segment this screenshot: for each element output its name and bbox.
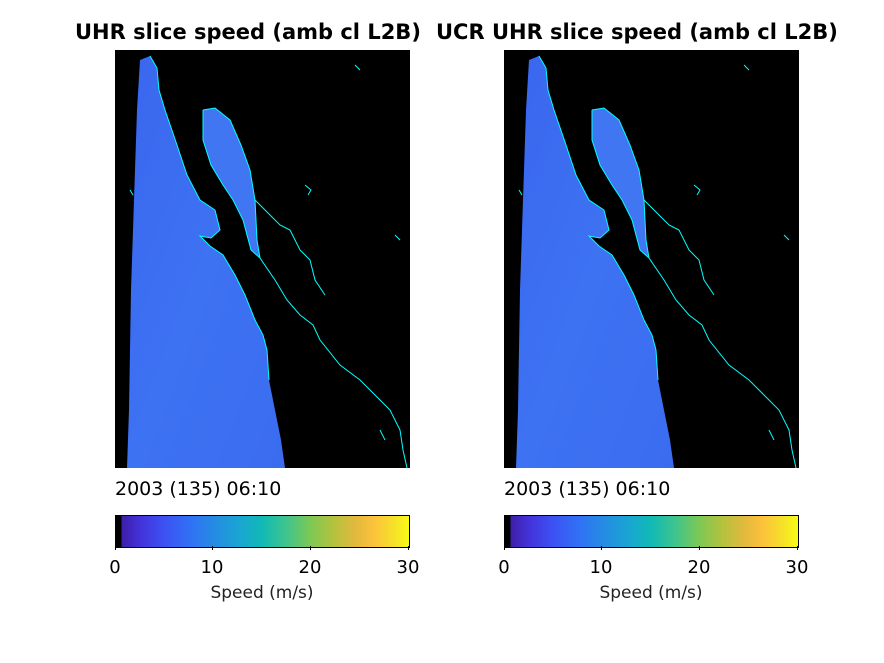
colorbar-tick bbox=[212, 546, 213, 550]
gulf-swath bbox=[203, 108, 260, 258]
ocean-swath bbox=[127, 56, 285, 468]
coastline bbox=[149, 55, 270, 381]
colorbar-tick-label: 20 bbox=[687, 557, 711, 578]
timestamp: 2003 (135) 06:10 bbox=[504, 478, 671, 500]
colorbar-tick bbox=[408, 546, 409, 550]
coastline bbox=[202, 107, 408, 468]
colorbar-tick bbox=[504, 546, 505, 550]
speed-map-image bbox=[504, 50, 799, 468]
colorbar-tick-label: 30 bbox=[396, 557, 420, 578]
colorbar-tick-label: 10 bbox=[589, 557, 613, 578]
colorbar-tick bbox=[699, 546, 700, 550]
timestamp: 2003 (135) 06:10 bbox=[115, 478, 282, 500]
colorbar-label: Speed (m/s) bbox=[599, 583, 703, 603]
colorbar-tick bbox=[115, 546, 116, 550]
colorbar-tick bbox=[310, 546, 311, 550]
gulf-swath bbox=[592, 108, 649, 258]
right-panel: UCR UHR slice speed (amb cl L2B) bbox=[389, 0, 838, 663]
ocean-swath bbox=[516, 56, 674, 468]
colorbar-tick bbox=[601, 546, 602, 550]
coastline bbox=[538, 55, 659, 381]
colorbar-tick-label: 0 bbox=[109, 557, 121, 578]
panel-title: UCR UHR slice speed (amb cl L2B) bbox=[436, 20, 838, 44]
coastline bbox=[591, 110, 650, 259]
colorbar-label: Speed (m/s) bbox=[210, 583, 314, 603]
left-panel: UHR slice speed (amb cl L2B) bbox=[0, 0, 421, 663]
colorbar-tick-label: 0 bbox=[498, 557, 510, 578]
coastline bbox=[202, 110, 261, 259]
panel-title: UHR slice speed (amb cl L2B) bbox=[75, 20, 421, 44]
colorbar-tick bbox=[797, 546, 798, 550]
colorbar-tick-label: 20 bbox=[298, 557, 322, 578]
speed-map-image bbox=[115, 50, 410, 468]
colorbar-tick-label: 10 bbox=[200, 557, 224, 578]
coastline bbox=[591, 107, 797, 468]
colorbar bbox=[115, 515, 410, 548]
colorbar-tick-label: 30 bbox=[785, 557, 809, 578]
colorbar bbox=[504, 515, 799, 548]
